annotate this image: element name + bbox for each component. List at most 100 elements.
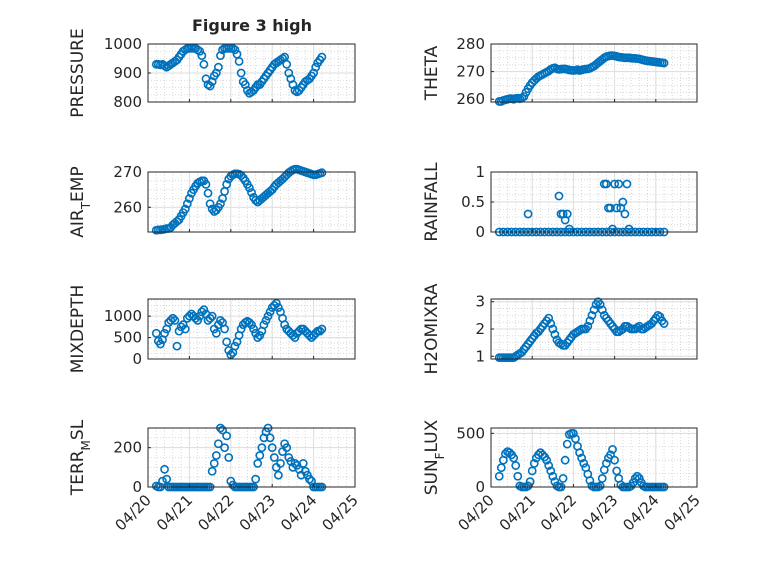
h2omixra-data-point (587, 310, 597, 320)
h2omixra-data-point (597, 305, 607, 315)
mixdepth-data-point (230, 341, 240, 351)
theta-series (494, 51, 669, 106)
air-temp-data-point (317, 168, 327, 178)
rainfall-data-point (622, 179, 632, 189)
air-temp-ytick-label: 260 (113, 198, 142, 216)
sun-flux-data-point (496, 463, 506, 473)
sun-flux-data-point (505, 448, 514, 458)
sun-flux-data-point (538, 450, 547, 460)
pressure-data-point (195, 46, 205, 56)
sun-flux-data-point (550, 477, 560, 487)
terr-msl-data-point (305, 474, 314, 484)
rainfall-ylabel: RAINFALL (422, 162, 442, 242)
sun-flux-data-point (560, 455, 570, 465)
terr-msl-data-point (222, 431, 232, 441)
sun-flux-data-point (494, 471, 504, 481)
air-temp-data-point (222, 179, 232, 189)
mixdepth-data-point (216, 316, 225, 325)
terr-msl-data-point (213, 439, 223, 449)
pressure-data-point (236, 68, 246, 78)
mixdepth-data-point (168, 313, 178, 323)
pressure-data-point (205, 81, 215, 91)
terr-msl-data-point (274, 470, 283, 480)
sun-flux-data-point (608, 445, 617, 454)
theta-ylabel: THETA (422, 45, 442, 101)
sun-flux-data-point (628, 478, 638, 488)
terr-msl-axes-box (147, 427, 356, 488)
mixdepth-data-point (255, 331, 265, 340)
air-temp-data-point (205, 199, 215, 209)
terr-msl-ytick-label: 0 (132, 478, 142, 496)
rainfall-data-point (610, 179, 619, 189)
sun-flux-data-point (546, 466, 556, 476)
mixdepth-ytick-label: 0 (132, 350, 142, 368)
rainfall-ytick-label: 0 (475, 223, 485, 241)
h2omixra-ytick-label: 3 (475, 293, 485, 311)
terr-msl-data-point (267, 443, 277, 453)
terr-msl-data-point (265, 433, 275, 443)
mixdepth-data-point (207, 311, 217, 321)
terr-msl-data-point (269, 453, 279, 462)
sun-flux-data-point (571, 434, 580, 444)
sun-flux-data-point (606, 450, 615, 460)
air-temp-axes-box (147, 171, 356, 233)
air-temp-data-point (247, 188, 256, 197)
theta-ytick-label: 260 (456, 90, 485, 108)
air-temp-data-point (216, 199, 225, 209)
mixdepth-data-point (274, 303, 283, 312)
mixdepth-data-point (151, 328, 161, 338)
pressure-data-point (311, 62, 321, 72)
mixdepth-data-point (261, 316, 271, 325)
air-temp-ytick-label: 270 (113, 163, 142, 181)
sun-flux-data-point (610, 455, 619, 465)
theta-ytick-label: 280 (456, 35, 485, 53)
theta-axes-box (490, 43, 698, 103)
sun-flux-axes-box (490, 427, 698, 488)
pressure-data-point (230, 45, 240, 55)
sun-flux-data-point (527, 466, 537, 476)
sun-flux-ytick-label: 500 (456, 424, 485, 442)
h2omixra-data-point (589, 305, 599, 315)
h2omixra-data-point (585, 316, 595, 326)
mixdepth-data-point (205, 313, 215, 323)
sun-flux-data-point (569, 428, 578, 438)
terr-msl-data-point (251, 474, 261, 484)
mixdepth-data-point (156, 339, 165, 349)
rainfall-data-point (554, 191, 564, 201)
pressure-data-point (234, 57, 244, 66)
rainfall-data-point (612, 203, 622, 213)
h2omixra-data-point (659, 319, 669, 328)
h2omixra-data-point (544, 313, 554, 323)
pressure-data-point (199, 59, 209, 69)
mixdepth-data-point (160, 328, 169, 338)
mixdepth-data-point (220, 324, 229, 334)
sun-flux-ytick-label: 0 (475, 478, 485, 496)
rainfall-data-point (618, 197, 628, 207)
terr-msl-data-point (290, 458, 300, 468)
mixdepth-data-point (315, 326, 325, 336)
sun-flux-data-point (513, 471, 523, 481)
theta-subplot: 260 270 280 THETA (422, 35, 698, 108)
mixdepth-subplot: 0 500 1000 MIXDEPTH (68, 285, 356, 374)
mixdepth-data-point (249, 324, 258, 334)
h2omixra-data-point (546, 319, 556, 328)
pressure-data-point (317, 52, 327, 62)
sun-flux-data-point (558, 474, 568, 483)
terr-msl-data-point (158, 476, 167, 486)
sun-flux-data-point (632, 471, 642, 481)
theta-data-point (659, 58, 669, 68)
mixdepth-data-point (222, 337, 232, 347)
air-temp-data-point (172, 217, 182, 226)
sun-flux-data-point (634, 474, 644, 483)
terr-msl-data-point (255, 451, 265, 460)
mixdepth-ylabel: MIXDEPTH (68, 285, 88, 374)
rainfall-data-point (523, 209, 533, 219)
h2omixra-ylabel: H2OMIXRA (422, 283, 442, 374)
figure-title: Figure 3 high (192, 16, 312, 35)
rainfall-data-point (606, 203, 615, 213)
rainfall-data-point (624, 224, 634, 234)
h2omixra-ytick-label: 1 (475, 347, 485, 365)
rainfall-data-point (562, 209, 572, 219)
